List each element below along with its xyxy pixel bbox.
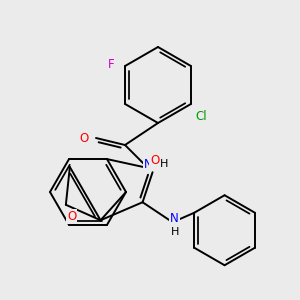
Text: H: H: [160, 159, 168, 169]
Text: O: O: [150, 154, 159, 167]
Text: O: O: [80, 131, 88, 145]
Text: N: N: [144, 158, 152, 170]
Text: N: N: [170, 212, 179, 225]
Text: Cl: Cl: [195, 110, 207, 122]
Text: O: O: [67, 210, 76, 223]
Text: F: F: [108, 58, 114, 70]
Text: H: H: [170, 227, 179, 237]
